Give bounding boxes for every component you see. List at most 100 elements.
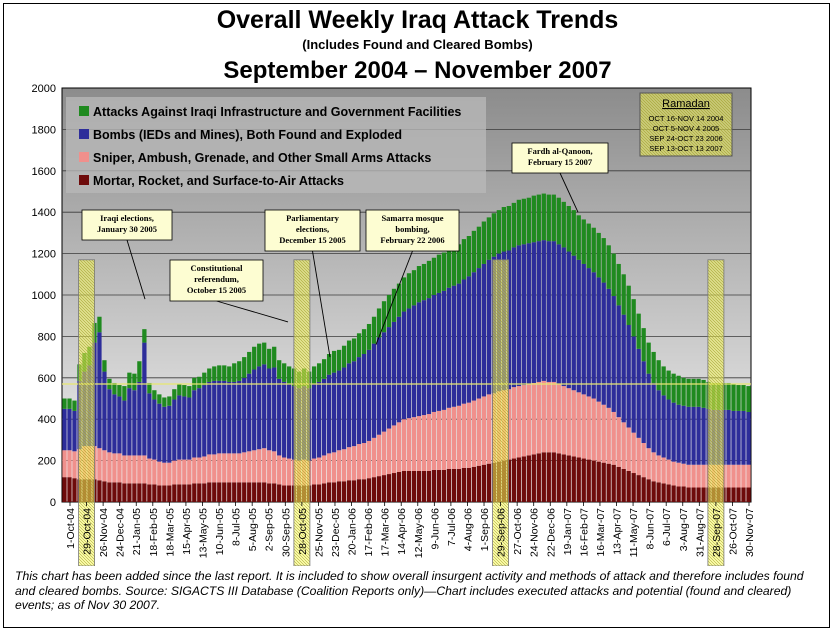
- x-tick-label: 20-Jan-06: [347, 508, 359, 555]
- bar-segment-small-arms: [571, 390, 576, 457]
- bar-segment-small-arms: [361, 443, 367, 480]
- bar-segment-small-arms: [247, 451, 252, 483]
- x-tick-label: 27-Oct-06: [512, 508, 524, 555]
- bar-segment-small-arms: [636, 437, 641, 476]
- bar-segment-infrastructure: [591, 227, 596, 273]
- bar-segment-infrastructure: [212, 366, 217, 381]
- bar-segment-infrastructure: [336, 349, 342, 371]
- bar-segment-small-arms: [431, 411, 437, 470]
- bar-segment-mortar: [586, 459, 591, 502]
- bar-segment-infrastructure: [651, 351, 656, 383]
- bar-segment-mortar: [326, 482, 332, 502]
- bar-segment-infrastructure: [506, 205, 511, 251]
- bar-segment-infrastructure: [242, 357, 247, 378]
- bar-segment-infrastructure: [132, 373, 137, 391]
- x-tick-label: 5-Aug-05: [247, 508, 259, 551]
- x-tick-label-highlighted: 28-Sep-07: [711, 508, 723, 557]
- bar-segment-infrastructure: [456, 244, 462, 284]
- bar-segment-bombs: [511, 247, 516, 388]
- bar-segment-mortar: [461, 467, 467, 502]
- bar-segment-mortar: [287, 485, 292, 502]
- bar-segment-small-arms: [561, 386, 566, 455]
- bar-segment-mortar: [182, 484, 187, 502]
- annotation-text: Constitutional: [191, 263, 244, 273]
- bar-segment-mortar: [601, 462, 606, 502]
- bar-segment-infrastructure: [426, 260, 432, 299]
- bar-segment-bombs: [117, 396, 122, 454]
- bar-segment-mortar: [661, 483, 666, 502]
- bar-segment-infrastructure: [341, 345, 347, 368]
- bar-segment-mortar: [97, 480, 102, 502]
- bar-segment-bombs: [636, 348, 641, 438]
- bar-segment-mortar: [257, 482, 262, 502]
- bar-segment-small-arms: [566, 388, 571, 456]
- bar-segment-bombs: [391, 321, 397, 426]
- bar-segment-infrastructure: [466, 236, 472, 277]
- bar-segment-small-arms: [386, 428, 392, 475]
- bar-segment-bombs: [626, 325, 631, 428]
- bar-segment-bombs: [441, 290, 447, 410]
- bar-segment-mortar: [521, 456, 526, 502]
- y-tick-label: 1400: [32, 207, 56, 219]
- bar-segment-bombs: [571, 255, 576, 391]
- bar-segment-mortar: [247, 482, 252, 502]
- x-tick-label: 15-Apr-05: [181, 508, 193, 555]
- x-tick-label: 13-May-05: [198, 508, 210, 558]
- bar-segment-infrastructure: [117, 385, 122, 397]
- bar-segment-infrastructure: [112, 382, 117, 395]
- bar-segment-infrastructure: [511, 202, 516, 248]
- bar-segment-infrastructure: [346, 340, 352, 364]
- bar-segment-infrastructure: [67, 398, 72, 409]
- bar-segment-mortar: [122, 483, 127, 502]
- bar-segment-infrastructure: [127, 372, 132, 389]
- bar-segment-bombs: [601, 282, 606, 405]
- bar-segment-infrastructure: [162, 397, 167, 407]
- bar-segment-bombs: [157, 403, 162, 462]
- bar-segment-bombs: [132, 390, 137, 456]
- bar-segment-small-arms: [656, 455, 661, 483]
- bar-segment-small-arms: [526, 384, 531, 456]
- bar-segment-small-arms: [267, 450, 272, 484]
- bar-segment-small-arms: [232, 453, 237, 483]
- bar-segment-small-arms: [257, 449, 262, 483]
- bar-segment-bombs: [556, 244, 561, 385]
- bar-segment-infrastructure: [736, 385, 741, 411]
- bar-segment-mortar: [671, 485, 676, 502]
- bar-segment-small-arms: [321, 455, 327, 484]
- bar-segment-mortar: [172, 484, 177, 502]
- bar-segment-mortar: [636, 475, 641, 502]
- legend-entry-infrastructure: Attacks Against Iraqi Infrastructure and…: [79, 105, 461, 119]
- bar-segment-infrastructure: [252, 346, 257, 370]
- bar-segment-mortar: [177, 484, 182, 502]
- bar-segment-infrastructure: [182, 385, 187, 397]
- bar-segment-infrastructure: [311, 366, 317, 385]
- bar-segment-infrastructure: [122, 386, 127, 401]
- bar-segment-mortar: [152, 484, 157, 502]
- bar-segment-infrastructure: [546, 194, 551, 242]
- bar-segment-mortar: [471, 466, 477, 502]
- bar-segment-bombs: [411, 305, 417, 418]
- bar-segment-infrastructure: [421, 263, 427, 301]
- bar-segment-infrastructure: [431, 257, 437, 295]
- annotation-pointer: [126, 239, 146, 300]
- bar-segment-small-arms: [466, 402, 472, 468]
- bar-segment-mortar: [726, 487, 731, 502]
- bar-segment-small-arms: [411, 417, 417, 471]
- bar-segment-small-arms: [741, 464, 746, 488]
- y-tick-label: 1600: [32, 166, 56, 178]
- bar-segment-small-arms: [511, 387, 516, 459]
- annotation-pointer: [559, 172, 579, 213]
- bar-segment-infrastructure: [641, 328, 646, 362]
- bar-segment-bombs: [112, 394, 117, 454]
- bar-segment-bombs: [476, 268, 482, 399]
- bar-segment-mortar: [476, 465, 482, 502]
- bar-segment-infrastructure: [381, 301, 387, 333]
- x-tick-label: 13-Apr-07: [612, 508, 624, 555]
- bar-segment-infrastructure: [351, 338, 357, 362]
- bar-segment-mortar: [536, 453, 541, 502]
- ramadan-box: Ramadan OCT 16-NOV 14 2004 OCT 5-NOV 4 2…: [639, 92, 733, 157]
- bar-segment-small-arms: [536, 381, 541, 454]
- bar-segment-mortar: [561, 454, 566, 502]
- bar-segment-infrastructure: [741, 385, 746, 411]
- bar-segment-small-arms: [471, 400, 477, 467]
